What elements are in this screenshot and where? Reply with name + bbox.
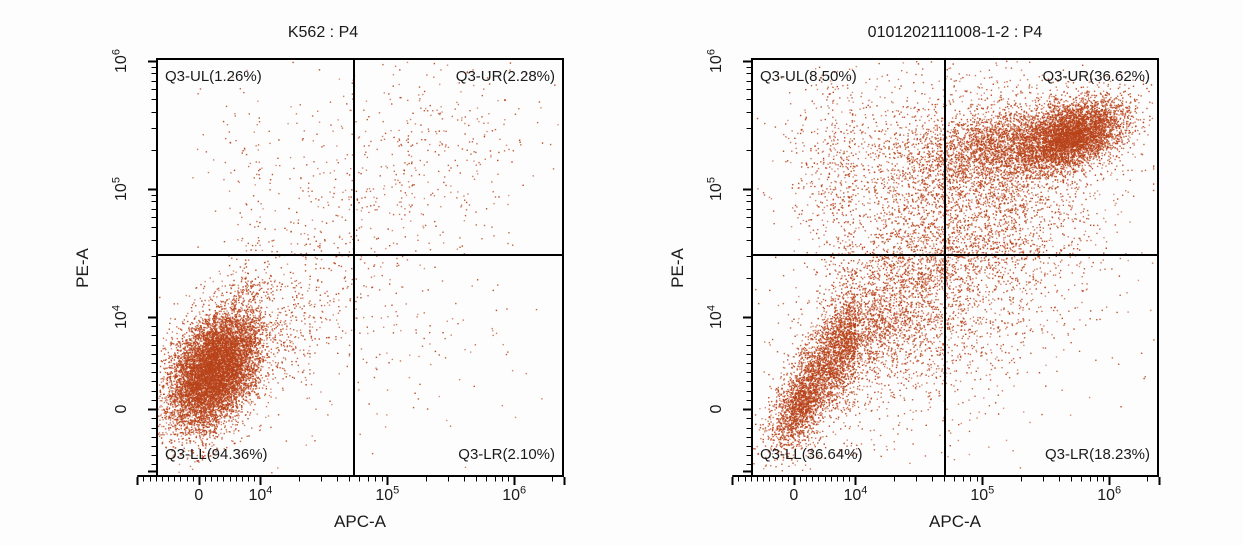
scatter-canvas <box>122 50 582 497</box>
quadrant-label-ll: Q3-LL(36.64%) <box>760 446 863 463</box>
y-axis-label: PE-A <box>73 247 92 288</box>
quadrant-gate-horizontal[interactable] <box>158 254 562 256</box>
quadrant-label-ul: Q3-UL(8.50%) <box>760 68 857 85</box>
quadrant-label-lr: Q3-LR(2.10%) <box>458 446 555 463</box>
y-tick-label: 104 <box>705 304 725 329</box>
x-tick-label: 105 <box>375 484 400 504</box>
x-tick-label: 106 <box>1097 484 1122 504</box>
y-tick-label: 105 <box>110 176 130 201</box>
plot-area[interactable]: Q3-UL(8.50%) Q3-UR(36.62%) Q3-LL(36.64%)… <box>751 58 1159 477</box>
quadrant-label-ur: Q3-UR(36.62%) <box>1042 68 1150 85</box>
y-tick-label: 0 <box>708 404 725 414</box>
scatter-canvas <box>717 50 1177 497</box>
quadrant-label-lr: Q3-LR(18.23%) <box>1044 446 1150 463</box>
x-axis-label: APC-A <box>334 512 386 531</box>
quadrant-label-ul: Q3-UL(1.26%) <box>165 68 262 85</box>
x-tick-label: 0 <box>789 487 799 504</box>
y-tick-label: 105 <box>705 176 725 201</box>
quadrant-label-ur: Q3-UR(2.28%) <box>455 68 555 85</box>
y-tick-label: 0 <box>113 404 130 414</box>
y-axis-label: PE-A <box>668 247 687 288</box>
x-tick-label: 105 <box>970 484 995 504</box>
x-tick-label: 106 <box>502 484 527 504</box>
x-tick-label: 104 <box>248 484 273 504</box>
quadrant-gate-vertical[interactable] <box>944 60 946 475</box>
quadrant-gate-vertical[interactable] <box>353 60 355 475</box>
x-axis-label: APC-A <box>929 512 981 531</box>
y-tick-label: 104 <box>110 304 130 329</box>
y-tick-label: 106 <box>705 48 725 73</box>
x-tick-label: 0 <box>194 487 204 504</box>
y-tick-label: 106 <box>110 48 130 73</box>
quadrant-label-ll: Q3-LL(94.36%) <box>165 446 268 463</box>
quadrant-gate-horizontal[interactable] <box>753 254 1157 256</box>
plot-area[interactable]: Q3-UL(1.26%) Q3-UR(2.28%) Q3-LL(94.36%) … <box>156 58 564 477</box>
plot-title: 0101202111008-1-2 : P4 <box>867 24 1043 41</box>
x-tick-label: 104 <box>843 484 868 504</box>
plot-title: K562 : P4 <box>287 24 359 41</box>
